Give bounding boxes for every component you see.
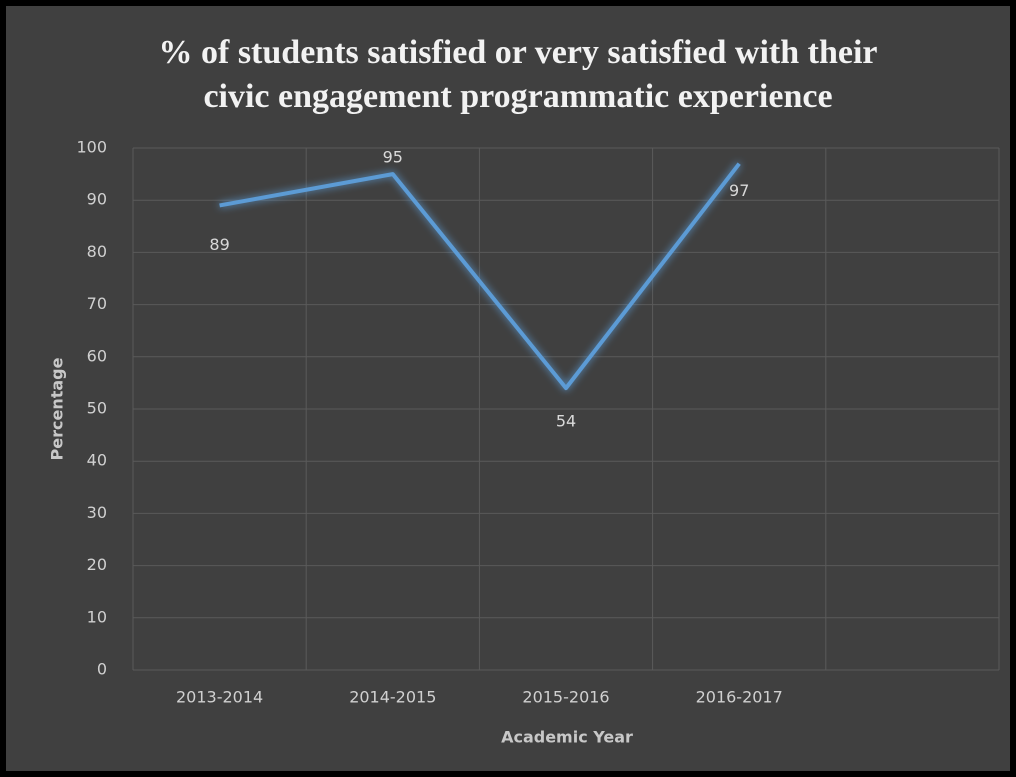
data-label: 54	[556, 412, 576, 431]
x-axis-title: Academic Year	[501, 728, 633, 747]
data-label: 97	[729, 181, 749, 200]
y-tick-label: 100	[76, 138, 107, 157]
chart-area	[6, 6, 1010, 771]
y-tick-label: 90	[87, 190, 107, 209]
x-tick-label: 2016-2017	[696, 688, 783, 707]
data-label: 89	[209, 235, 229, 254]
data-line	[219, 162, 741, 391]
y-tick-label: 40	[87, 451, 107, 470]
y-tick-label: 70	[87, 294, 107, 313]
x-tick-label: 2013-2014	[176, 688, 263, 707]
y-tick-label: 60	[87, 346, 107, 365]
y-axis-title: Percentage	[48, 357, 67, 460]
y-tick-label: 10	[87, 607, 107, 626]
x-tick-label: 2015-2016	[522, 688, 609, 707]
chart-title: % of students satisfied or very satisfie…	[159, 34, 878, 115]
y-tick-label: 30	[87, 503, 107, 522]
y-tick-label: 0	[97, 660, 107, 679]
data-label: 95	[383, 148, 403, 167]
y-tick-label: 50	[87, 399, 107, 418]
y-tick-label: 80	[87, 242, 107, 261]
y-tick-label: 20	[87, 555, 107, 574]
x-tick-label: 2014-2015	[349, 688, 436, 707]
